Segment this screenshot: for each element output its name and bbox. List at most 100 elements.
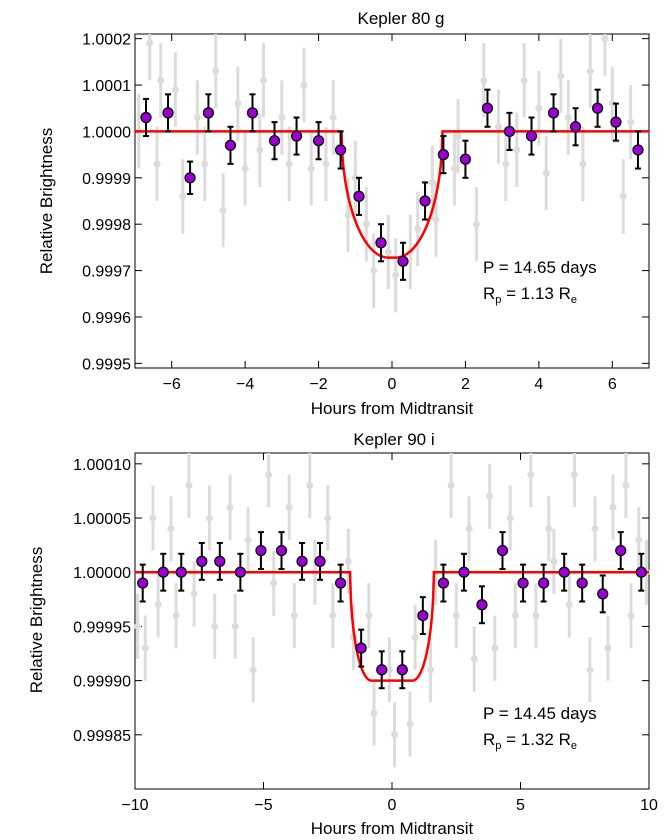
x-tick-label: −5 [254,797,272,814]
chart-title: Kepler 80 g [358,9,445,28]
x-tick-label: 0 [388,376,397,393]
binned-points [137,531,647,690]
unbinned-point [586,67,594,75]
y-tick-label: 0.99990 [73,674,131,691]
binned-point [290,130,303,142]
unbinned-point [472,220,480,228]
unbinned-point [322,160,330,168]
unbinned-point [307,165,315,173]
unbinned-point [300,81,308,89]
binned-point [525,130,538,142]
unbinned-point [619,192,627,200]
axis-ticks: −6 −4 −2 0 2 4 6 0.9995 0.9996 0.9997 0.9998 0.9999… [82,32,649,393]
binned-point [202,107,215,119]
unbinned-point [513,146,521,154]
unbinned-point [241,165,249,173]
unbinned-point [351,174,359,182]
y-tick-label: 0.99985 [73,728,131,745]
binned-point [335,144,347,156]
binned-point [632,144,644,156]
binned-point [496,544,509,557]
y-tick-label: 0.9995 [82,356,131,373]
unbinned-point [486,492,494,500]
unbinned-point [622,482,630,490]
unbinned-point [231,622,239,630]
binned-point [481,102,494,114]
unbinned-point [153,160,161,168]
unbinned-point [365,612,373,620]
unbinned-point [557,72,565,80]
binned-point [375,237,387,249]
x-tick-label: −10 [121,797,148,814]
unbinned-point [565,601,573,609]
binned-point [140,111,152,124]
binned-point [275,544,288,557]
unbinned-point [447,482,455,490]
unbinned-point [362,220,370,228]
unbinned-point [290,612,298,620]
unbinned-point [329,114,337,121]
unbinned-point [450,165,458,173]
unbinned-point [324,514,332,522]
binned-point [635,566,647,578]
model-curve [135,130,649,259]
unbinned-point [432,216,440,224]
unbinned-point [579,160,587,168]
unbinned-point [535,104,543,112]
unbinned-point [564,114,572,121]
unbinned-point [411,633,419,641]
y-tick-label: 1.00000 [73,565,131,582]
y-tick-label: 1.0001 [82,78,131,95]
unbinned-point [249,666,257,674]
unbinned-point [179,192,187,200]
unbinned-point [506,514,514,522]
unbinned-point [167,525,175,533]
binned-point [296,555,308,567]
unbinned-point [260,76,267,84]
x-tick-label: 0 [388,797,397,814]
binned-point [137,577,149,589]
binned-point [437,577,449,589]
unbinned-point [550,557,558,565]
panel-kepler-90i: Kepler 90 i −10 −5 0 5 10 0.99985 0.99990 0.999… [27,430,658,838]
unbinned-point [427,666,435,674]
unbinned-point [256,146,264,154]
y-tick-label: 0.9999 [82,171,131,188]
unbinned-point [370,709,378,717]
unbinned-point [532,612,540,620]
unbinned-point [391,731,399,739]
unbinned-point [134,622,142,630]
unbinned-point [201,160,209,168]
binned-point [196,555,208,567]
binned-point [396,664,408,676]
plot-area [134,33,650,369]
binned-point [610,116,622,128]
unbinned-point [270,579,278,587]
y-tick-label: 1.00010 [73,457,131,474]
unbinned-point [344,557,352,565]
binned-point [353,190,365,202]
binned-point [558,566,570,578]
unbinned-point [480,76,488,84]
y-tick-label: 1.00005 [73,511,131,528]
binned-point [246,107,259,119]
unbinned-point [494,123,502,131]
unbinned-point [414,225,422,233]
unbinned-point [226,503,234,511]
binned-point [547,107,560,119]
y-tick-label: 0.9997 [82,264,131,281]
unbinned-point [465,525,473,533]
unbinned-point [392,271,400,279]
unbinned-point [609,503,617,511]
unbinned-point [520,76,528,84]
axis-ticks: −10 −5 0 5 10 0.99985 0.99990 0.99995 1.00000 1.0… [73,453,658,814]
binned-point [234,566,246,578]
binned-point [376,664,388,676]
binned-point [576,577,588,589]
unbinned-point [306,482,314,490]
y-tick-label: 0.99995 [73,619,131,636]
unbinned-point [428,178,436,186]
unbinned-point [502,160,510,168]
unbinned-point [172,612,180,620]
